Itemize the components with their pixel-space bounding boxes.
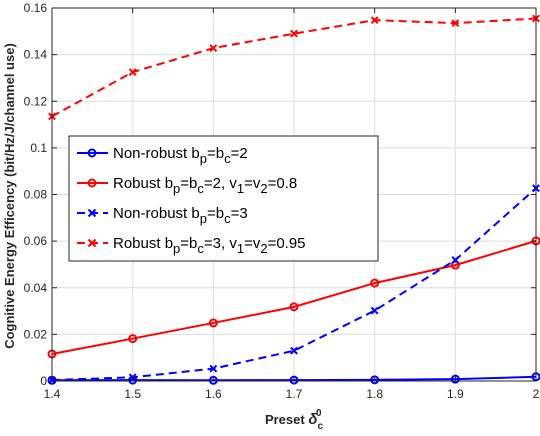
data-point bbox=[290, 29, 298, 38]
legend-box bbox=[68, 135, 379, 262]
y-tick-label: 0.04 bbox=[24, 281, 48, 295]
data-point bbox=[209, 364, 218, 373]
legend-entry-4: Robust bp=bc=3, v1=v2=0.95 bbox=[77, 235, 306, 256]
x-axis-label-sub: c bbox=[317, 421, 323, 432]
x-tick-label: 1.6 bbox=[205, 387, 222, 401]
data-point bbox=[370, 16, 379, 25]
y-tick-label: 0.16 bbox=[24, 1, 48, 15]
y-tick-label: 0.06 bbox=[24, 234, 48, 248]
x-tick-label: 1.9 bbox=[447, 387, 464, 401]
data-point bbox=[290, 346, 298, 355]
legend: Non-robust bp=bc=2 Robust bp=bc=2, v1=v2… bbox=[68, 135, 379, 262]
x-axis-label-main: Preset bbox=[265, 412, 308, 427]
legend-marker-3 bbox=[87, 208, 97, 218]
series-line bbox=[51, 239, 537, 355]
x-tick-label: 1.4 bbox=[44, 387, 61, 401]
data-point bbox=[128, 334, 138, 344]
y-axis-label: Cognitive Energy Efficency (bit/Hz/J/cha… bbox=[2, 43, 17, 349]
x-axis-label-sup: 0 bbox=[316, 408, 322, 419]
x-tick-label: 1.7 bbox=[286, 387, 303, 401]
x-axis-label-delta: δ bbox=[308, 411, 318, 428]
legend-label-4: Robust bp=bc=3, v1=v2=0.95 bbox=[113, 235, 306, 256]
y-tick-label: 0.1 bbox=[30, 141, 47, 155]
y-tick-label: 0.02 bbox=[24, 327, 48, 341]
data-point bbox=[370, 278, 380, 288]
legend-marker-2 bbox=[87, 178, 97, 188]
legend-entry-3: Non-robust bp=bc=3 bbox=[77, 205, 248, 226]
x-tick-label: 2 bbox=[533, 387, 540, 401]
data-point bbox=[451, 19, 460, 28]
legend-label-1: Non-robust bp=bc=2 bbox=[113, 145, 248, 166]
legend-entry-1: Non-robust bp=bc=2 bbox=[77, 145, 248, 166]
data-point bbox=[128, 68, 137, 77]
x-tick-label: 1.8 bbox=[366, 387, 383, 401]
data-point bbox=[370, 306, 379, 315]
data-point bbox=[289, 302, 299, 312]
y-tick-label: 0.14 bbox=[24, 48, 48, 62]
data-point bbox=[209, 44, 218, 53]
data-point bbox=[208, 318, 218, 328]
data-point bbox=[451, 256, 460, 264]
legend-label-3: Non-robust bp=bc=3 bbox=[113, 205, 248, 226]
legend-marker-1 bbox=[87, 148, 97, 158]
ticks: 1.4 1.5 1.6 1.7 1.8 1.9 2 0 0.02 0.04 0.06 0.08 0.1 0… bbox=[24, 1, 540, 401]
legend-label-2: Robust bp=bc=2, v1=v2=0.8 bbox=[113, 175, 297, 196]
legend-entry-2: Robust bp=bc=2, v1=v2=0.8 bbox=[77, 175, 297, 196]
y-tick-label: 0 bbox=[40, 374, 47, 388]
data-point bbox=[450, 374, 460, 384]
x-tick-label: 1.5 bbox=[124, 387, 141, 401]
y-tick-label: 0.08 bbox=[24, 188, 48, 202]
legend-marker-4 bbox=[87, 238, 97, 248]
y-tick-label: 0.12 bbox=[24, 94, 48, 108]
series-4 bbox=[48, 14, 540, 121]
x-axis-label: Preset δc 0 bbox=[265, 408, 324, 432]
data-point bbox=[450, 260, 460, 270]
